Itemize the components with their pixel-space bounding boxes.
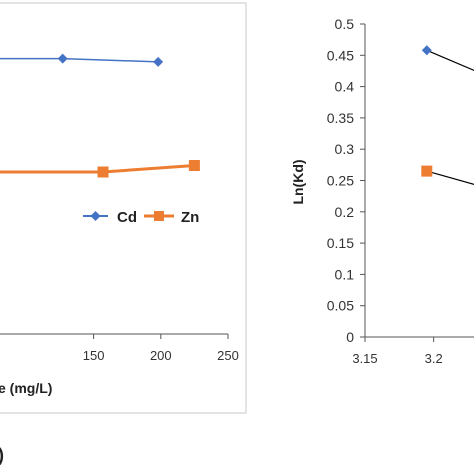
right-y-tick-label: 0.15 [327,235,354,251]
data-point-zn [188,160,200,172]
legend-item-cd: Cd [83,209,137,226]
right-y-tick-label: 0.25 [327,173,354,189]
left-series-layer [0,53,200,178]
left-x-tick-label: 200 [150,348,172,363]
right-y-tick-label: 0.4 [335,79,355,95]
right-y-tick-label: 0.3 [335,141,355,157]
right-x-tick-label: 3.15 [352,351,377,366]
right-y-tick-label: 0.45 [327,47,354,63]
data-point-zn [97,166,109,178]
right-x-ticks: 3.153.23.25 [352,337,443,366]
right-y-tick-label: 0.5 [335,16,355,32]
legend-cd-marker [90,211,101,221]
legend-zn-marker [154,211,164,221]
right-y-tick-label: 0.2 [335,204,355,220]
right-series-layer [421,45,433,177]
trendline [426,170,474,186]
panel-label-left: ) [0,445,4,465]
left-x-tick-label: 150 [83,348,105,363]
right-y-tick-label: 0.35 [327,110,354,126]
right-trendlines [426,49,474,186]
legend-zn-label: Zn [181,209,199,226]
left-x-ticks: 150 200 250 [83,334,239,363]
left-x-tick-label: 250 [217,348,239,363]
left-legend: Cd Zn [83,209,199,226]
left-chart: 150 200 250 Cd Zn e (mg/L) [0,2,247,414]
data-point-cd [153,56,164,67]
left-x-axis-label: e (mg/L) [0,380,52,396]
data-point-cd [57,53,68,64]
right-y-ticks: 0 0.05 0.1 0.15 0.2 0.25 0.3 0.35 0.4 0.45 0.5 [327,16,365,345]
trendline [426,49,474,72]
right-y-tick-label: 0.1 [335,266,355,282]
right-y-axis-label: Ln(Kd) [290,159,306,204]
left-chart-border [0,2,247,414]
right-chart: 0 0.05 0.1 0.15 0.2 0.25 0.3 0.35 0.4 0.45 0.5 3.1… [290,16,474,366]
legend-cd-label: Cd [117,209,137,226]
data-point-square [421,165,433,177]
data-point-diamond [421,45,432,56]
right-y-tick-label: 0 [346,329,354,345]
right-x-tick-label: 3.2 [425,351,443,366]
right-y-tick-label: 0.05 [327,298,354,314]
series-line-zn [0,164,195,174]
legend-item-zn: Zn [144,209,199,226]
